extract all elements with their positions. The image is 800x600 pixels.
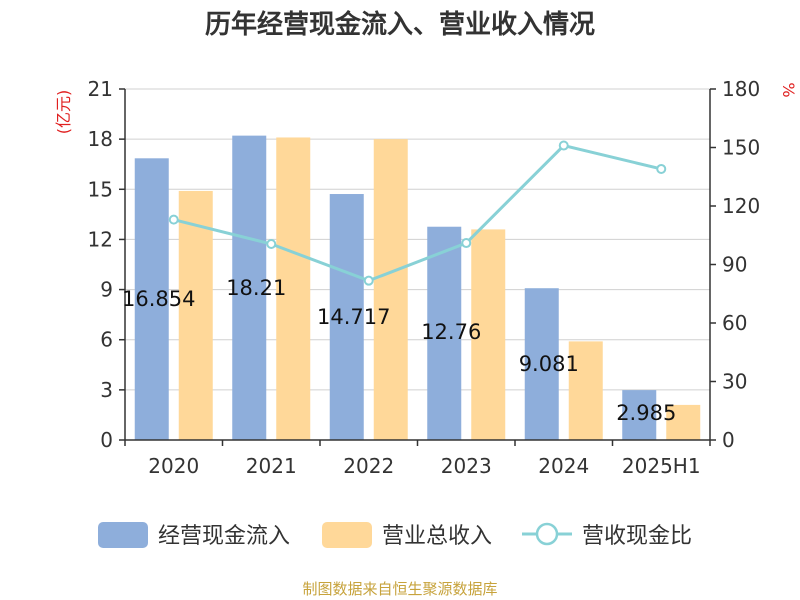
legend-swatch-marker xyxy=(535,522,559,546)
ratio-line xyxy=(168,140,667,286)
x-tick-label: 2021 xyxy=(246,454,297,478)
legend-item[interactable]: 经营现金流入 xyxy=(98,522,290,549)
data-label: 12.76 xyxy=(421,320,481,344)
legend-swatch xyxy=(98,522,148,548)
right-tick-label: 90 xyxy=(722,253,747,277)
line-point xyxy=(266,239,277,250)
bar-revenue xyxy=(666,404,701,440)
bar-cash-inflow xyxy=(134,158,169,440)
left-tick-label: 15 xyxy=(88,177,113,201)
bar-cash-inflow xyxy=(427,226,462,440)
bars xyxy=(134,135,701,440)
legend-label: 营业总收入 xyxy=(382,524,492,549)
line-point xyxy=(461,238,472,249)
right-tick-label: 180 xyxy=(722,77,760,101)
legend-item[interactable]: 营收现金比 xyxy=(522,522,692,549)
left-tick-label: 0 xyxy=(100,428,113,452)
left-tick-label: 12 xyxy=(88,227,113,251)
bar-cash-inflow xyxy=(232,135,267,440)
line-point xyxy=(363,275,374,286)
x-tick-label: 2020 xyxy=(148,454,199,478)
series-line-ratio xyxy=(173,143,662,283)
right-tick-label: 60 xyxy=(722,311,747,335)
bar-revenue xyxy=(568,341,603,440)
x-tick-label: 2024 xyxy=(538,454,589,478)
right-tick-label: 0 xyxy=(722,428,735,452)
legend-swatch xyxy=(322,522,372,548)
data-labels: 16.854 18.21 14.717 12.76 9.081 2.985 xyxy=(122,276,676,425)
x-tick-label: 2023 xyxy=(441,454,492,478)
data-label: 16.854 xyxy=(122,287,195,311)
left-tick-label: 21 xyxy=(88,77,113,101)
chart-title: 历年经营现金流入、营业收入情况 xyxy=(204,10,595,40)
legend-item[interactable]: 营业总收入 xyxy=(322,522,492,549)
grid-lines xyxy=(125,88,710,391)
legend-label: 营收现金比 xyxy=(582,524,692,549)
right-tick-label: 30 xyxy=(722,370,747,394)
bar-revenue xyxy=(276,137,311,440)
bar-cash-inflow xyxy=(622,390,657,440)
data-label: 9.081 xyxy=(519,352,579,376)
bar-cash-inflow xyxy=(329,194,364,440)
left-tick-label: 18 xyxy=(88,127,113,151)
right-tick-label: 150 xyxy=(722,136,760,160)
data-label: 14.717 xyxy=(317,305,390,329)
left-tick-label: 3 xyxy=(100,378,113,402)
line-point xyxy=(168,214,179,225)
right-tick-label: 120 xyxy=(722,194,760,218)
x-tick-label: 2022 xyxy=(343,454,394,478)
source-note: 制图数据来自恒生聚源数据库 xyxy=(302,580,498,598)
data-label: 2.985 xyxy=(616,401,676,425)
left-tick-label: 9 xyxy=(100,278,113,302)
bar-revenue xyxy=(178,190,213,440)
left-tick-label: 6 xyxy=(100,328,113,352)
data-label: 18.21 xyxy=(226,276,286,300)
legend[interactable]: 经营现金流入 营业总收入 营收现金比 xyxy=(98,522,692,549)
line-point xyxy=(656,163,667,174)
bar-revenue xyxy=(471,229,506,440)
axes: 0 3 6 9 12 15 18 21 0 30 60 90 120 150 180 2020 2021 2022… xyxy=(54,77,798,478)
line-point xyxy=(558,140,569,151)
bar-cash-inflow xyxy=(524,288,559,440)
legend-label: 经营现金流入 xyxy=(158,524,290,549)
right-axis-unit: % xyxy=(779,82,798,97)
bar-revenue xyxy=(373,139,408,440)
left-axis-unit: (亿元) xyxy=(54,90,73,135)
x-tick-label: 2025H1 xyxy=(622,454,701,478)
